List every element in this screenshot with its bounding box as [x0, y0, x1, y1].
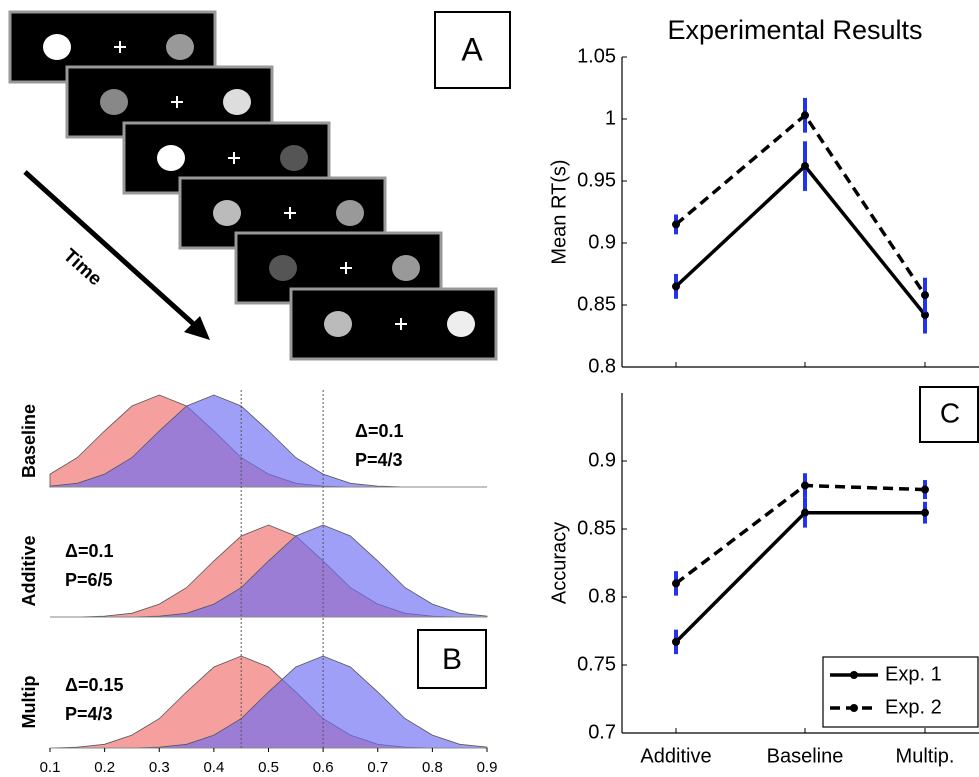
distributions: Baseline Δ=0.1 P=4/3 Additive Δ=0.1 P=6/5 Mult… [19, 390, 498, 776]
time-arrow [23, 170, 200, 330]
point [801, 111, 809, 120]
x-tick-label: Additive [640, 745, 711, 767]
point [921, 485, 929, 494]
x-tick-label: 0.5 [258, 759, 279, 776]
legend-label: Exp. 2 [885, 696, 942, 718]
y-tick-label: 0.85 [577, 517, 616, 539]
y-tick-label: 0.8 [588, 585, 616, 607]
y-tick-label: 0.9 [588, 449, 616, 471]
point [921, 291, 929, 300]
x-tick-label: 0.9 [477, 759, 498, 776]
point [672, 220, 680, 229]
stimulus-frames [8, 10, 498, 361]
panel-label: A [461, 31, 483, 67]
annotation: P=4/3 [355, 450, 403, 470]
x-tick-label: Baseline [767, 745, 844, 767]
row-label: Multip [19, 676, 39, 729]
point [672, 637, 680, 646]
arrow-head [184, 316, 210, 340]
point [672, 282, 680, 291]
y-tick-label: 0.75 [577, 653, 616, 675]
frame [289, 287, 498, 361]
x-tick-label: 0.1 [40, 759, 61, 776]
legend-marker [850, 671, 858, 679]
x-tick-label: 0.6 [313, 759, 334, 776]
y-tick-label: 1 [605, 107, 616, 129]
panel-box [434, 11, 511, 89]
legend-box [822, 656, 979, 728]
y-tick-label: 0.9 [588, 231, 616, 253]
panel-box [919, 386, 979, 443]
panel-label: B [442, 643, 462, 676]
x-tick-label: 0.3 [149, 759, 170, 776]
y-axis-label: Mean RT(s) [548, 159, 570, 264]
x-tick-label: 0.2 [94, 759, 115, 776]
chart-title: Experimental Results [667, 15, 922, 45]
y-tick-label: 0.85 [577, 293, 616, 315]
y-axis-label: Accuracy [548, 522, 570, 604]
x-tick-label: 0.4 [203, 759, 224, 776]
point [921, 310, 929, 319]
point [801, 508, 809, 517]
y-tick-label: 0.7 [588, 721, 616, 743]
series-line [674, 510, 925, 644]
legend-label: Exp. 1 [885, 663, 942, 685]
row-label: Additive [19, 535, 39, 606]
annotation: Δ=0.15 [65, 675, 123, 695]
point [801, 162, 809, 171]
point [801, 481, 809, 490]
row-label: Baseline [19, 404, 39, 478]
results: 0.8 0.85 0.9 0.95 1 1.05 Experimental Results M… [548, 15, 979, 767]
x-tick-label: 0.8 [422, 759, 443, 776]
point [672, 579, 680, 588]
annotation: P=4/3 [65, 704, 113, 724]
panel-box [417, 629, 487, 689]
annotation: P=6/5 [65, 570, 113, 590]
series-line [674, 483, 926, 585]
legend-marker [850, 704, 858, 712]
x-tick-label: 0.7 [367, 759, 388, 776]
series-line [674, 163, 927, 316]
time-label: Time [59, 245, 106, 290]
point [921, 508, 929, 517]
y-tick-label: 0.95 [577, 169, 616, 191]
x-tick-label: Multip. [896, 745, 955, 767]
annotation: Δ=0.1 [355, 421, 403, 441]
annotation: Δ=0.1 [65, 541, 113, 561]
y-tick-label: 1.05 [577, 45, 616, 67]
panel-label: C [940, 397, 960, 428]
y-tick-label: 0.8 [588, 355, 616, 377]
